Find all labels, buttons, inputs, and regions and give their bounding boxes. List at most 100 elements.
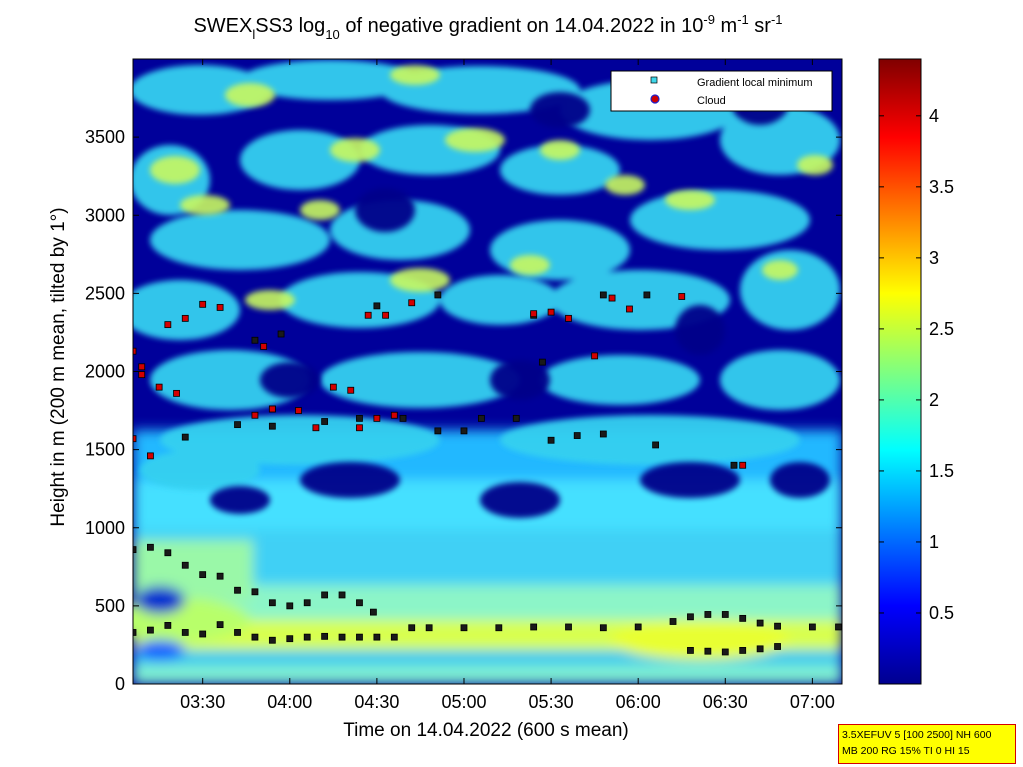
- info-line-1: 3.5XEFUV 5 [100 2500] NH 600: [842, 729, 992, 741]
- gradient-minimum-marker: [643, 291, 651, 299]
- chart-title: SWEXlSS3 log10 of negative gradient on 1…: [193, 12, 782, 42]
- gradient-minimum-marker: [133, 629, 137, 636]
- colorbar-tick-label: 3: [929, 248, 939, 268]
- cloud-marker: [547, 308, 555, 316]
- y-tick-label: 1000: [85, 518, 125, 538]
- heatmap-field: [133, 59, 842, 684]
- cloud-marker: [364, 311, 372, 319]
- gradient-minimum-marker: [181, 433, 189, 441]
- gradient-minimum-marker: [774, 622, 781, 630]
- cloud-marker: [591, 352, 599, 360]
- colorbar-gradient: [878, 58, 922, 685]
- cloud-marker: [565, 314, 572, 322]
- gradient-minimum-marker: [268, 422, 276, 430]
- y-tick-label: 2500: [85, 283, 125, 303]
- gradient-minimum-marker: [133, 546, 137, 554]
- gradient-minimum-marker: [408, 624, 416, 632]
- colorbar-ticks: 0.5 1 1.5 2 2.5 3 3.5 4: [879, 106, 954, 623]
- cloud-marker: [373, 414, 381, 422]
- colorbar-tick-label: 4: [929, 106, 939, 126]
- gradient-minimum-marker: [721, 611, 729, 618]
- gradient-minimum-marker: [756, 619, 764, 627]
- gradient-minimum-marker: [164, 622, 172, 629]
- gradient-minimum-marker: [356, 414, 363, 422]
- y-tick-label: 0: [115, 674, 125, 694]
- gradient-minimum-marker: [234, 629, 241, 636]
- gradient-minimum-marker: [373, 302, 381, 310]
- legend-label-cloud: Cloud: [697, 95, 726, 107]
- x-tick-label: 03:30: [180, 692, 225, 712]
- gradient-minimum-marker: [460, 427, 468, 435]
- legend-box: [610, 70, 833, 112]
- y-tick-label: 2000: [85, 362, 125, 382]
- gradient-minimum-marker: [434, 291, 442, 299]
- gradient-minimum-marker: [369, 608, 377, 616]
- gradient-minimum-marker: [512, 414, 520, 422]
- gradient-minimum-marker: [251, 336, 259, 344]
- y-tick-label: 3000: [85, 205, 125, 225]
- cloud-marker: [608, 294, 616, 302]
- gradient-minimum-marker: [669, 618, 677, 625]
- gradient-minimum-marker: [356, 599, 363, 607]
- cloud-marker: [408, 299, 416, 307]
- cloud-marker: [390, 411, 398, 419]
- x-axis: 03:30 04:00 04:30 05:00 05:30 06:00 06:30 07:00: [180, 59, 835, 712]
- cloud-marker: [382, 311, 389, 319]
- gradient-minimum-marker: [495, 624, 503, 632]
- gradient-minimum-marker: [756, 645, 764, 653]
- colorbar: 0.5 1 1.5 2 2.5 3 3.5 4: [878, 58, 954, 685]
- gradient-minimum-marker: [687, 647, 694, 654]
- x-tick-label: 04:00: [267, 692, 312, 712]
- cloud-marker: [347, 386, 355, 394]
- cloud-marker: [268, 405, 276, 413]
- cloud-marker: [199, 300, 207, 308]
- gradient-minimum-marker: [704, 647, 712, 655]
- colorbar-tick-label: 2: [929, 390, 939, 410]
- gradient-minimum-marker: [147, 626, 154, 634]
- info-line-2: MB 200 RG 15% TI 0 HI 15: [842, 745, 970, 757]
- colorbar-tick-label: 1: [929, 532, 939, 552]
- x-tick-label: 06:00: [616, 692, 661, 712]
- gradient-minimum-marker: [147, 543, 154, 551]
- cloud-marker: [181, 314, 189, 322]
- gradient-minimum-marker: [687, 613, 694, 621]
- x-tick-label: 05:00: [441, 692, 486, 712]
- gradient-minimum-marker: [460, 624, 468, 632]
- legend-marker-cloud: [650, 94, 660, 104]
- cloud-marker: [133, 347, 137, 355]
- gradient-minimum-marker: [599, 624, 607, 632]
- gradient-minimum-marker: [547, 436, 555, 444]
- gradient-minimum-marker: [704, 611, 712, 618]
- cloud-marker: [138, 371, 146, 379]
- gradient-minimum-marker: [425, 624, 433, 632]
- gradient-minimum-marker: [303, 599, 311, 607]
- gradient-minimum-marker: [216, 572, 224, 580]
- cloud-marker: [164, 321, 172, 329]
- gradient-minimum-marker: [565, 623, 572, 631]
- x-tick-label: 04:30: [354, 692, 399, 712]
- colorbar-tick-label: 2.5: [929, 319, 954, 339]
- gradient-minimum-marker: [530, 623, 538, 631]
- gradient-minimum-marker: [277, 330, 285, 338]
- legend-marker-gradient: [650, 76, 658, 84]
- gradient-minimum-marker: [739, 614, 747, 622]
- gradient-minimum-marker: [286, 602, 294, 610]
- gradient-minimum-marker: [164, 549, 172, 557]
- gradient-minimum-marker: [434, 427, 442, 435]
- gradient-minimum-marker: [199, 630, 207, 638]
- gradient-minimum-marker: [181, 629, 189, 636]
- cloud-marker: [173, 389, 180, 397]
- colorbar-tick-label: 1.5: [929, 461, 954, 481]
- y-tick-label: 500: [95, 596, 125, 616]
- gradient-minimum-marker: [321, 632, 329, 640]
- gradient-minimum-marker: [251, 588, 259, 596]
- cloud-marker: [626, 305, 633, 313]
- cloud-marker: [530, 310, 538, 318]
- cloud-marker: [147, 452, 154, 460]
- gradient-minimum-marker: [338, 633, 346, 641]
- cloud-marker: [260, 343, 268, 350]
- gradient-minimum-marker: [599, 291, 607, 299]
- gradient-minimum-marker: [286, 635, 294, 643]
- cloud-marker: [138, 363, 146, 371]
- gradient-minimum-marker: [216, 621, 224, 629]
